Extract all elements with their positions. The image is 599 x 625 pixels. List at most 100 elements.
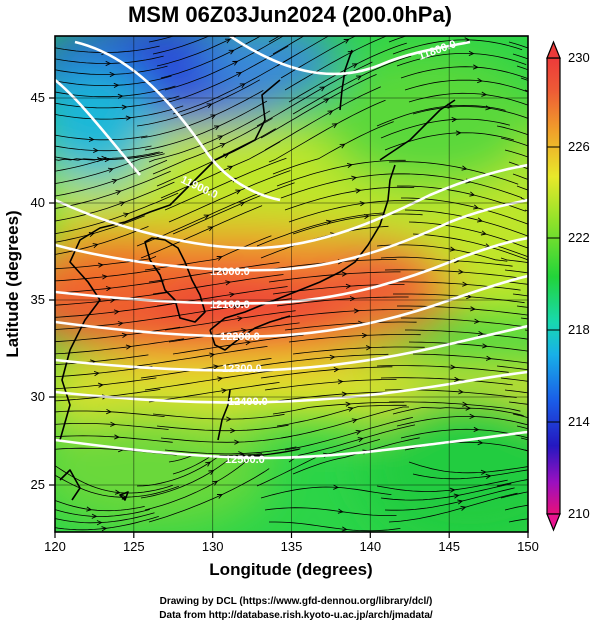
streamline (144, 100, 268, 151)
streamline-arrow (333, 366, 340, 373)
streamline (380, 256, 513, 267)
y-tick-label: 25 (31, 477, 45, 492)
streamline-arrow (357, 437, 364, 443)
streamline (388, 161, 519, 185)
colorbar-tick-label: 230 (568, 50, 590, 65)
streamline (392, 173, 523, 199)
streamline-arrow (461, 165, 468, 171)
streamline (388, 281, 521, 291)
streamline-arrow (114, 434, 120, 440)
streamline-arrow (123, 212, 130, 218)
streamline-arrow (119, 201, 126, 207)
streamline-arrow (346, 162, 353, 168)
y-axis-label: Latitude (degrees) (3, 210, 22, 357)
streamline (397, 305, 528, 316)
streamline-arrow (106, 409, 112, 415)
streamline-arrow (329, 354, 336, 360)
contour-label: 12200.0 (220, 331, 260, 343)
streamline (284, 417, 413, 451)
streamline (529, 342, 599, 362)
streamline (55, 280, 165, 294)
streamline (172, 182, 295, 235)
streamline-arrow (586, 447, 591, 451)
streamline (136, 193, 259, 247)
streamline-arrow (570, 474, 575, 478)
streamline-arrow (480, 469, 487, 475)
streamline-arrow (585, 302, 590, 306)
streamline (55, 366, 153, 378)
streamline-arrow (345, 283, 352, 289)
streamline-arrow (581, 290, 586, 294)
streamline-arrow (469, 191, 476, 197)
streamline (292, 346, 425, 355)
streamline-arrow (111, 178, 118, 184)
streamline (55, 516, 159, 531)
streamline-arrow (97, 382, 104, 388)
streamline-arrow (586, 109, 591, 113)
streamline-arrow (227, 165, 234, 171)
streamline (140, 205, 263, 259)
streamline (55, 75, 172, 86)
streamline (55, 151, 163, 172)
streamline-arrow (462, 281, 468, 287)
streamline-arrow (593, 327, 598, 331)
streamline-arrow (121, 104, 128, 110)
streamline-arrow (573, 488, 578, 492)
coastlines (59, 49, 456, 501)
streamline-arrow (225, 38, 231, 44)
streamline-arrow (472, 64, 479, 70)
streamline-arrow (216, 494, 223, 499)
streamline-arrow (449, 246, 456, 252)
streamline (272, 121, 394, 175)
streamline-arrow (97, 262, 104, 268)
streamline-arrow (361, 332, 368, 339)
streamline (504, 269, 528, 274)
streamline (284, 36, 388, 91)
streamline (172, 56, 292, 115)
streamline-arrow (465, 405, 472, 411)
streamline (384, 269, 517, 278)
streamline (496, 479, 528, 487)
streamline-arrow (454, 376, 461, 383)
streamline-arrow (460, 505, 467, 511)
streamline (55, 377, 157, 390)
x-tick-label: 135 (281, 539, 303, 554)
streamline (264, 86, 381, 151)
streamline-arrow (341, 271, 348, 277)
streamline-arrow (468, 50, 475, 57)
streamline (55, 338, 185, 355)
streamline (148, 110, 271, 163)
streamline (260, 486, 392, 499)
colorbar: 230 226 222 218 214 210 (546, 40, 590, 532)
streamline (496, 125, 528, 136)
streamline (392, 39, 523, 55)
streamline (55, 315, 177, 330)
streamline-arrow (457, 499, 464, 505)
streamline (164, 446, 297, 455)
streamline-arrow (340, 27, 345, 31)
y-tick-label: 30 (31, 389, 45, 404)
streamline-arrow (331, 123, 338, 129)
credit-data: Data from http://database.rish.kyoto-u.a… (159, 610, 433, 621)
streamline (376, 104, 506, 127)
streamline-arrow (319, 86, 326, 92)
streamline (280, 309, 413, 319)
colorbar-bar (546, 57, 561, 515)
streamline-arrow (589, 314, 594, 318)
streamline (164, 310, 296, 331)
streamline (272, 36, 305, 55)
streamline-arrow (113, 309, 120, 315)
streamline-arrow (345, 401, 352, 407)
streamline (276, 36, 330, 67)
streamline (55, 159, 168, 197)
streamline (152, 274, 284, 295)
streamline-arrow (226, 416, 232, 422)
streamline-arrow (341, 526, 348, 532)
streamline (140, 90, 264, 139)
streamline (268, 391, 401, 403)
streamline (500, 491, 528, 499)
streamline (412, 353, 528, 364)
streamline-arrow (109, 71, 116, 78)
streamline (404, 79, 528, 93)
streamline (400, 66, 528, 80)
